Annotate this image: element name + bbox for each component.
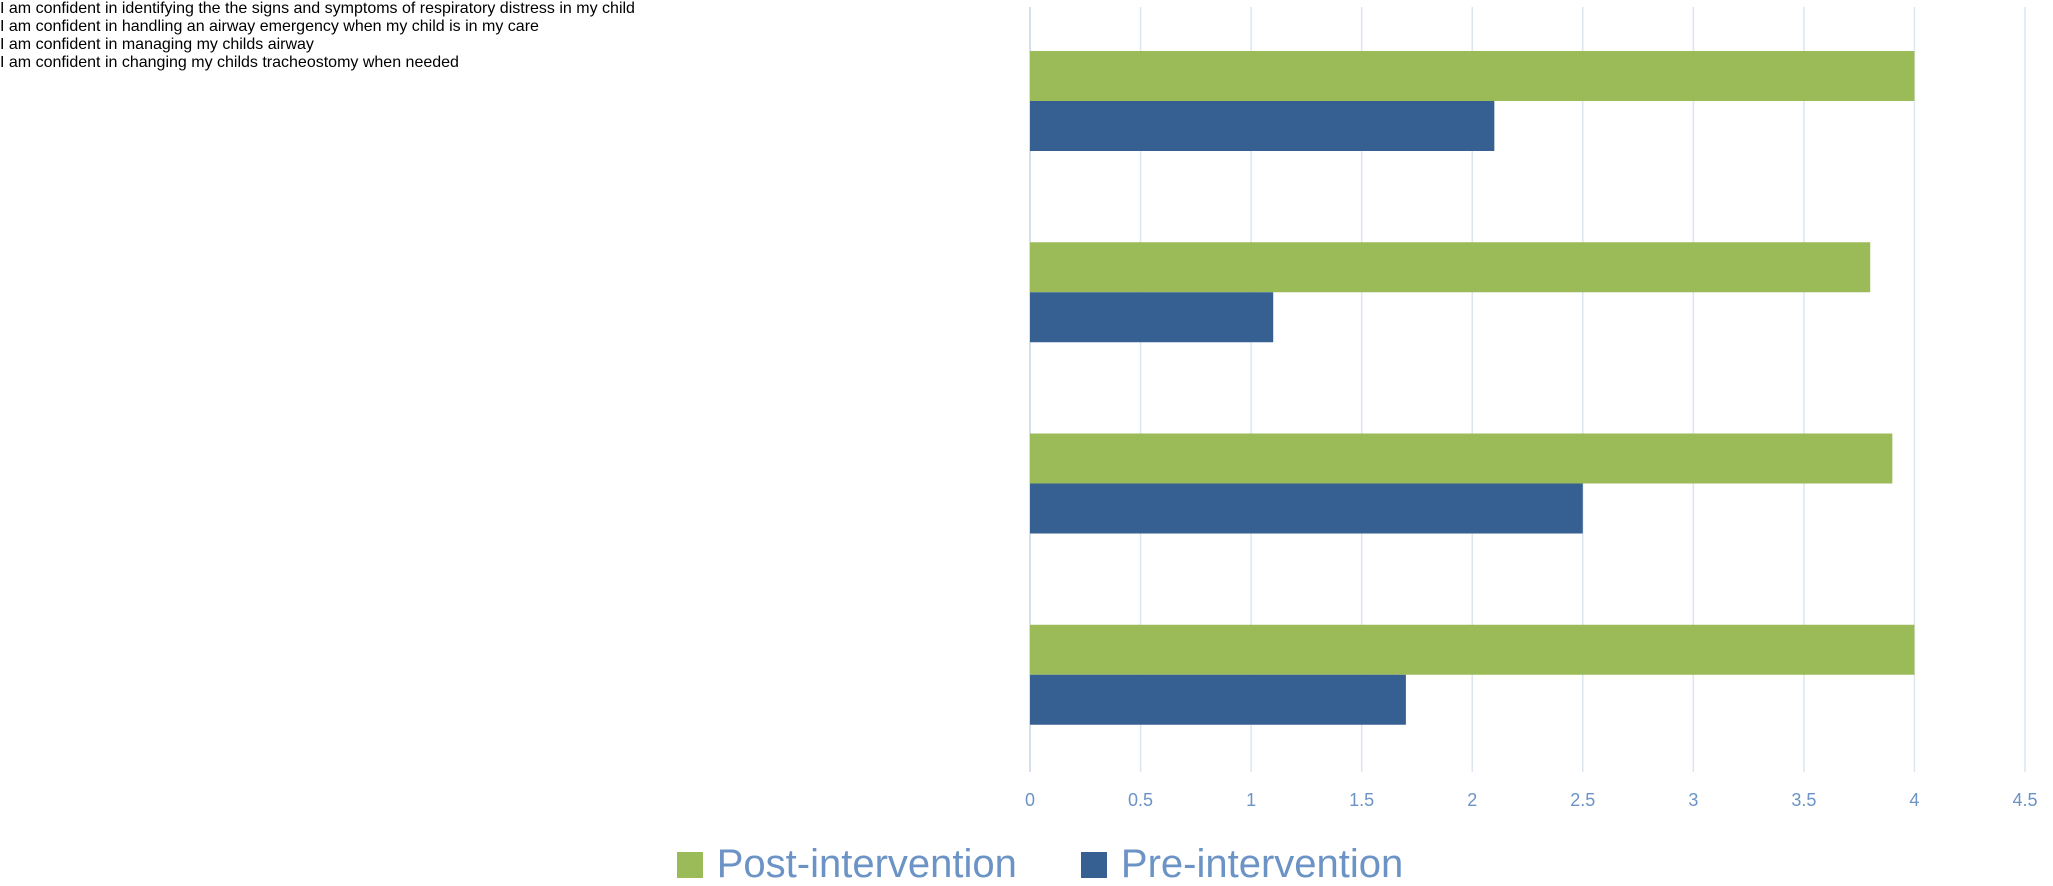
x-tick-label: 4.5	[2012, 790, 2037, 810]
legend-item: Post-intervention	[676, 842, 1017, 886]
x-tick-label: 2	[1467, 790, 1477, 810]
legend-swatch	[676, 851, 703, 878]
legend-swatch	[1080, 851, 1107, 878]
x-tick-label: 1	[1246, 790, 1256, 810]
bar	[1030, 624, 1915, 675]
x-tick-label: 4	[1909, 790, 1919, 810]
bar	[1030, 242, 1871, 293]
bar	[1030, 483, 1583, 534]
category-label: I am confident in identifying the the si…	[0, 0, 635, 17]
legend-item: Pre-intervention	[1080, 842, 1404, 886]
category-label: I am confident in handling an airway eme…	[0, 18, 539, 35]
legend: Post-intervention Pre-intervention	[600, 842, 1480, 886]
bar	[1030, 292, 1274, 343]
bar	[1030, 674, 1406, 725]
legend-label: Post-intervention	[716, 842, 1017, 886]
x-tick-label: 0	[1025, 790, 1035, 810]
category-label: I am confident in managing my childs air…	[0, 36, 314, 53]
x-tick-label: 2.5	[1570, 790, 1595, 810]
x-tick-label: 3.5	[1791, 790, 1816, 810]
bar	[1030, 433, 1893, 484]
legend-label: Pre-intervention	[1120, 842, 1404, 886]
x-tick-label: 1.5	[1349, 790, 1374, 810]
bar	[1030, 51, 1915, 101]
category-label: I am confident in changing my childs tra…	[0, 54, 459, 71]
x-tick-label: 0.5	[1128, 790, 1153, 810]
x-tick-label: 3	[1688, 790, 1698, 810]
bar	[1030, 101, 1495, 151]
